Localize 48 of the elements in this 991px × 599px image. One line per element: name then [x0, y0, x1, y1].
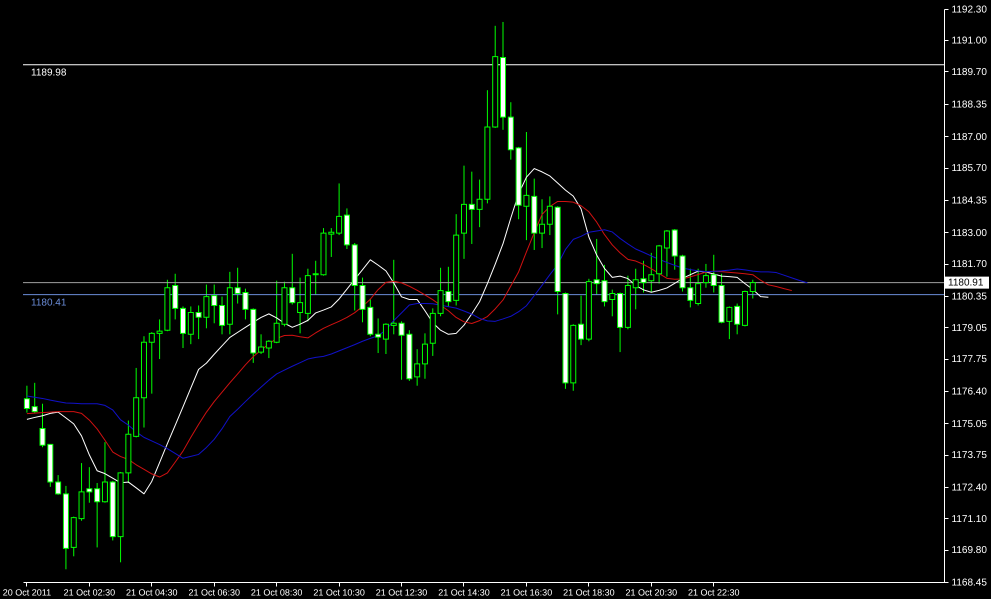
x-tick-label: 20 Oct 2011	[2, 588, 52, 598]
x-tick-label: 21 Oct 20:30	[626, 588, 678, 598]
x-tick-label: 21 Oct 22:30	[688, 588, 740, 598]
y-tick-label: 1184.35	[952, 196, 988, 206]
y-tick-label: 1179.05	[952, 322, 988, 334]
candlestick	[539, 198, 546, 249]
x-tick-label: 21 Oct 02:30	[64, 588, 116, 598]
x-tick-label: 21 Oct 12:30	[376, 588, 428, 598]
candlestick	[398, 320, 405, 380]
y-tick-label: 1172.40	[952, 482, 988, 494]
candlestick	[601, 264, 608, 307]
candlestick	[640, 260, 647, 293]
candlestick	[702, 263, 709, 288]
y-tick-label: 1180.35	[952, 292, 988, 303]
y-tick-label: 1189.70	[952, 66, 988, 78]
y-tick-label: 1191.00	[952, 36, 988, 47]
y-tick-label: 1192.30	[952, 4, 988, 16]
ref-line-label: 1180.91	[948, 278, 984, 289]
y-tick-label: 1175.05	[952, 418, 988, 430]
y-tick-label: 1177.75	[952, 354, 988, 366]
candlestick	[242, 288, 248, 320]
x-tick-label: 21 Oct 06:30	[188, 588, 240, 598]
line-series	[26, 229, 808, 459]
ref-line-label: 1180.41	[31, 298, 67, 309]
candlestick	[102, 442, 108, 504]
x-tick-label: 21 Oct 16:30	[500, 588, 552, 598]
y-tick-label: 1176.40	[952, 386, 988, 398]
x-tick-label: 21 Oct 04:30	[126, 588, 178, 598]
y-tick-label: 1188.35	[952, 99, 988, 110]
candlestick	[360, 277, 366, 323]
x-tick-label: 21 Oct 14:30	[438, 588, 490, 598]
candlestick	[422, 332, 428, 380]
y-tick-label: 1171.10	[952, 514, 988, 525]
x-tick-label: 21 Oct 08:30	[250, 588, 302, 598]
y-tick-label: 1173.75	[952, 450, 988, 462]
candlestick	[219, 296, 226, 335]
y-tick-label: 1183.00	[952, 228, 988, 239]
y-tick-label: 1185.70	[952, 163, 988, 174]
y-tick-label: 1168.45	[952, 578, 988, 588]
candlestick	[40, 403, 46, 448]
candlestick	[750, 279, 756, 300]
y-tick-label: 1181.70	[952, 259, 988, 270]
x-tick-label: 21 Oct 10:30	[313, 588, 365, 598]
x-tick-label: 21 Oct 18:30	[563, 588, 615, 598]
line-series	[26, 200, 792, 478]
y-tick-label: 1169.80	[952, 545, 988, 556]
ref-line-label: 1189.98	[31, 68, 67, 79]
y-tick-label: 1187.00	[952, 132, 988, 143]
